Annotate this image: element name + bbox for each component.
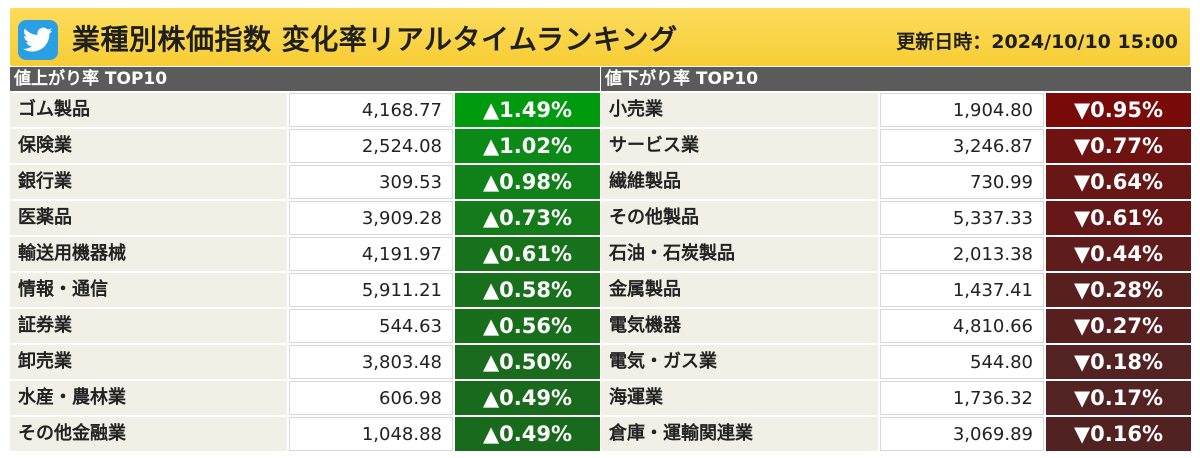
index-value: 544.63 xyxy=(289,309,453,343)
updated-value: 2024/10/10 15:00 xyxy=(991,31,1178,53)
change-rate: ▼0.61% xyxy=(1046,201,1191,235)
sector-name: 水産・農林業 xyxy=(10,381,287,415)
index-value: 5,911.21 xyxy=(289,273,453,307)
index-value: 2,524.08 xyxy=(289,129,453,163)
index-value: 1,437.41 xyxy=(880,273,1044,307)
gainers-section: 値上がり率 TOP10 ゴム製品 4,168.77 ▲1.49% 保険業 2,524.0… xyxy=(10,67,600,451)
sector-name: 証券業 xyxy=(10,309,287,343)
index-value: 4,810.66 xyxy=(880,309,1044,343)
table-row: 水産・農林業 606.98 ▲0.49% xyxy=(10,381,600,415)
sector-name: 保険業 xyxy=(10,129,287,163)
index-value: 1,904.80 xyxy=(880,93,1044,127)
index-value: 606.98 xyxy=(289,381,453,415)
sector-name: 海運業 xyxy=(601,381,878,415)
change-rate: ▼0.77% xyxy=(1046,129,1191,163)
updated-label: 更新日時： xyxy=(896,31,992,53)
index-value: 3,069.89 xyxy=(880,417,1044,451)
table-row: 電気・ガス業 544.80 ▼0.18% xyxy=(601,345,1191,379)
sector-name: その他金融業 xyxy=(10,417,287,451)
sector-name: 卸売業 xyxy=(10,345,287,379)
table-row: 繊維製品 730.99 ▼0.64% xyxy=(601,165,1191,199)
table-row: 銀行業 309.53 ▲0.98% xyxy=(10,165,600,199)
sector-name: 金属製品 xyxy=(601,273,878,307)
change-rate: ▼0.16% xyxy=(1046,417,1191,451)
sector-name: 石油・石炭製品 xyxy=(601,237,878,271)
change-rate: ▲0.56% xyxy=(455,309,600,343)
table-row: 電気機器 4,810.66 ▼0.27% xyxy=(601,309,1191,343)
sector-name: 情報・通信 xyxy=(10,273,287,307)
twitter-bird-icon[interactable] xyxy=(18,20,58,60)
index-value: 730.99 xyxy=(880,165,1044,199)
table-row: 輸送用機器械 4,191.97 ▲0.61% xyxy=(10,237,600,271)
gainers-list: ゴム製品 4,168.77 ▲1.49% 保険業 2,524.08 ▲1.02% 銀行業 30… xyxy=(10,93,600,451)
change-rate: ▼0.44% xyxy=(1046,237,1191,271)
page-header: 業種別株価指数 変化率リアルタイムランキング 更新日時：2024/10/10 1… xyxy=(10,8,1190,66)
change-rate: ▼0.95% xyxy=(1046,93,1191,127)
sector-name: 電気・ガス業 xyxy=(601,345,878,379)
losers-heading: 値下がり率 TOP10 xyxy=(601,67,1191,91)
updated-timestamp: 更新日時：2024/10/10 15:00 xyxy=(896,27,1178,54)
index-value: 4,168.77 xyxy=(289,93,453,127)
index-value: 2,013.38 xyxy=(880,237,1044,271)
change-rate: ▼0.64% xyxy=(1046,165,1191,199)
sector-name: サービス業 xyxy=(601,129,878,163)
sector-name: 医薬品 xyxy=(10,201,287,235)
table-row: 証券業 544.63 ▲0.56% xyxy=(10,309,600,343)
index-value: 309.53 xyxy=(289,165,453,199)
change-rate: ▲0.49% xyxy=(455,381,600,415)
index-value: 3,803.48 xyxy=(289,345,453,379)
change-rate: ▲0.61% xyxy=(455,237,600,271)
table-row: 情報・通信 5,911.21 ▲0.58% xyxy=(10,273,600,307)
change-rate: ▼0.17% xyxy=(1046,381,1191,415)
table-row: その他製品 5,337.33 ▼0.61% xyxy=(601,201,1191,235)
gainers-heading: 値上がり率 TOP10 xyxy=(10,67,600,91)
table-row: その他金融業 1,048.88 ▲0.49% xyxy=(10,417,600,451)
page-title: 業種別株価指数 変化率リアルタイムランキング xyxy=(72,23,678,56)
sector-name: 輸送用機器械 xyxy=(10,237,287,271)
table-row: 卸売業 3,803.48 ▲0.50% xyxy=(10,345,600,379)
index-value: 4,191.97 xyxy=(289,237,453,271)
index-value: 1,736.32 xyxy=(880,381,1044,415)
sector-name: 小売業 xyxy=(601,93,878,127)
sector-name: その他製品 xyxy=(601,201,878,235)
sector-name: 電気機器 xyxy=(601,309,878,343)
losers-section: 値下がり率 TOP10 小売業 1,904.80 ▼0.95% サービス業 3,246.… xyxy=(601,67,1191,451)
table-row: 金属製品 1,437.41 ▼0.28% xyxy=(601,273,1191,307)
index-value: 544.80 xyxy=(880,345,1044,379)
sector-name: ゴム製品 xyxy=(10,93,287,127)
table-row: 小売業 1,904.80 ▼0.95% xyxy=(601,93,1191,127)
table-row: ゴム製品 4,168.77 ▲1.49% xyxy=(10,93,600,127)
index-value: 3,246.87 xyxy=(880,129,1044,163)
table-row: 保険業 2,524.08 ▲1.02% xyxy=(10,129,600,163)
sector-name: 倉庫・運輸関連業 xyxy=(601,417,878,451)
table-row: 海運業 1,736.32 ▼0.17% xyxy=(601,381,1191,415)
change-rate: ▲0.49% xyxy=(455,417,600,451)
change-rate: ▼0.28% xyxy=(1046,273,1191,307)
index-value: 3,909.28 xyxy=(289,201,453,235)
change-rate: ▲0.73% xyxy=(455,201,600,235)
change-rate: ▲0.98% xyxy=(455,165,600,199)
change-rate: ▲1.49% xyxy=(455,93,600,127)
table-row: サービス業 3,246.87 ▼0.77% xyxy=(601,129,1191,163)
index-value: 5,337.33 xyxy=(880,201,1044,235)
change-rate: ▲1.02% xyxy=(455,129,600,163)
change-rate: ▼0.18% xyxy=(1046,345,1191,379)
sector-name: 繊維製品 xyxy=(601,165,878,199)
losers-list: 小売業 1,904.80 ▼0.95% サービス業 3,246.87 ▼0.77% 繊維製品… xyxy=(601,93,1191,451)
change-rate: ▲0.58% xyxy=(455,273,600,307)
index-value: 1,048.88 xyxy=(289,417,453,451)
sector-name: 銀行業 xyxy=(10,165,287,199)
change-rate: ▲0.50% xyxy=(455,345,600,379)
table-row: 医薬品 3,909.28 ▲0.73% xyxy=(10,201,600,235)
table-row: 倉庫・運輸関連業 3,069.89 ▼0.16% xyxy=(601,417,1191,451)
change-rate: ▼0.27% xyxy=(1046,309,1191,343)
table-row: 石油・石炭製品 2,013.38 ▼0.44% xyxy=(601,237,1191,271)
